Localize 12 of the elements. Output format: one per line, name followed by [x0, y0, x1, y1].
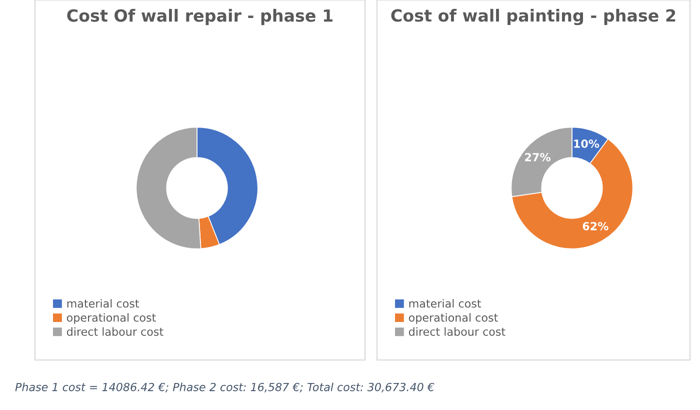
chart-title: Cost of wall painting - phase 2	[391, 8, 676, 26]
legend-label: direct labour cost	[408, 327, 506, 336]
legend-label: operational cost	[66, 313, 156, 324]
legend-label: material cost	[409, 299, 482, 308]
data-label: 10%	[574, 139, 600, 148]
legend-label: operational cost	[408, 313, 498, 324]
legend-label: material cost	[67, 299, 140, 308]
text: Phase 1 cost = 14086.42 €; Phase 2 cost: 16,587 €; Total cost: 30,673.40 €	[15, 382, 434, 392]
data-label: 62%	[582, 222, 608, 230]
chart-title: Cost Of wall repair - phase 1	[67, 8, 332, 26]
data-label: 27%	[525, 152, 550, 162]
legend-label: direct labour cost	[66, 327, 164, 336]
